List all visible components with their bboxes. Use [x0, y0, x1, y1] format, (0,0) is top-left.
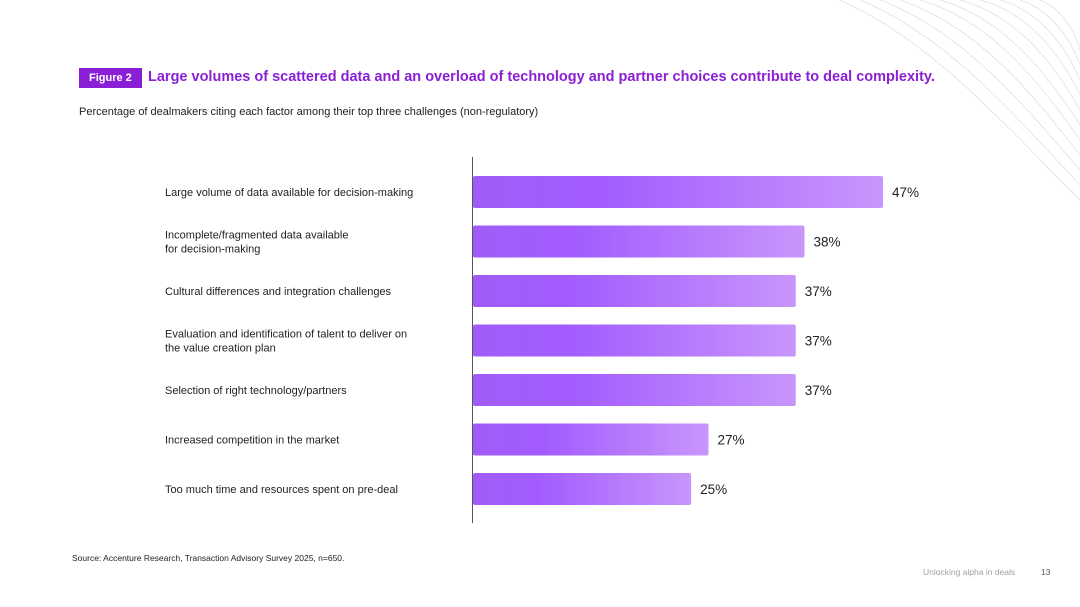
source-note: Source: Accenture Research, Transaction … [72, 553, 345, 563]
category-label-5: Selection of right technology/partners [165, 385, 347, 397]
figure-title: Large volumes of scattered data and an o… [148, 69, 935, 85]
bar-6 [473, 423, 709, 456]
category-label-1: Large volume of data available for decis… [165, 187, 413, 199]
chart-subtitle: Percentage of dealmakers citing each fac… [79, 106, 539, 118]
data-label-4: 37% [805, 334, 832, 349]
bar-3 [473, 275, 796, 307]
data-label-7: 25% [700, 482, 727, 497]
bar-7 [473, 473, 692, 505]
footer-label: Unlocking alpha in deals [923, 567, 1016, 577]
bar-4 [473, 324, 796, 357]
data-label-3: 37% [805, 284, 832, 299]
category-label-7: Too much time and resources spent on pre… [165, 484, 398, 496]
bar-5 [473, 374, 796, 406]
bar-1 [473, 176, 883, 208]
decorative-wave-lines [839, 0, 1080, 201]
data-label-5: 37% [805, 383, 832, 398]
data-label-1: 47% [892, 185, 919, 200]
figure-badge: Figure 2 [79, 68, 142, 88]
category-label-3: Cultural differences and integration cha… [165, 286, 392, 298]
page-number: 13 [1041, 567, 1051, 577]
category-label-6: Increased competition in the market [165, 435, 339, 447]
category-label-2: Incomplete/fragmented data available for … [165, 230, 348, 256]
data-label-2: 38% [813, 235, 840, 250]
data-label-6: 27% [718, 433, 745, 448]
category-label-4: Evaluation and identification of talent … [165, 329, 407, 355]
bar-2 [473, 225, 805, 258]
